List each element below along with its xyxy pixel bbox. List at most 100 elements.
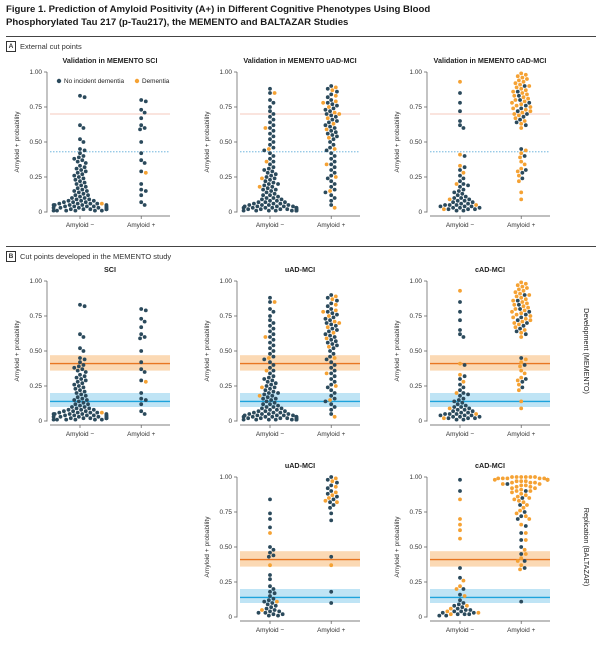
no-dementia-point: [81, 385, 86, 390]
no-dementia-point: [324, 112, 329, 116]
dementia-point: [514, 484, 519, 489]
no-dementia-point: [333, 339, 338, 344]
dementia-point: [514, 294, 519, 299]
no-dementia-point: [332, 170, 337, 175]
no-dementia-point: [466, 392, 470, 397]
x-tick-label: Amyloid −: [446, 222, 475, 229]
dementia-point: [517, 78, 521, 83]
dementia-point: [518, 508, 522, 513]
dementia-point: [260, 608, 264, 612]
no-dementia-point: [80, 187, 85, 192]
no-dementia-point: [325, 309, 330, 314]
no-dementia-point: [263, 179, 268, 184]
no-dementia-point: [88, 201, 93, 206]
no-dementia-point: [51, 414, 56, 419]
no-dementia-point: [458, 332, 462, 337]
dementia-point: [458, 288, 462, 293]
no-dementia-point: [264, 399, 269, 404]
no-dementia-point: [58, 414, 63, 419]
no-dementia-point: [268, 323, 272, 328]
no-dementia-point: [143, 308, 148, 313]
no-dementia-point: [519, 531, 524, 535]
dementia-point: [512, 302, 517, 307]
no-dementia-point: [332, 126, 337, 130]
no-dementia-point: [268, 162, 272, 167]
no-dementia-point: [271, 405, 276, 409]
no-dementia-point: [271, 309, 276, 314]
dementia-point: [523, 297, 528, 302]
dementia-point: [514, 85, 519, 90]
no-dementia-point: [458, 377, 462, 381]
no-dementia-point: [517, 93, 521, 98]
no-dementia-point: [331, 315, 336, 320]
no-dementia-point: [268, 329, 272, 334]
no-dementia-point: [264, 384, 269, 388]
dementia-point: [331, 330, 336, 335]
no-dementia-point: [461, 182, 466, 186]
no-dementia-point: [268, 156, 272, 161]
no-dementia-point: [331, 497, 336, 502]
no-dementia-point: [80, 367, 85, 372]
dementia-point: [461, 578, 466, 583]
no-dementia-point: [81, 154, 86, 158]
dementia-point: [333, 490, 338, 495]
no-dementia-point: [260, 203, 264, 207]
no-dementia-point: [263, 409, 268, 414]
no-dementia-point: [328, 145, 332, 150]
no-dementia-point: [324, 357, 329, 362]
dementia-point: [515, 74, 520, 79]
no-dementia-point: [335, 343, 339, 348]
no-dementia-point: [458, 489, 462, 493]
no-dementia-point: [82, 304, 87, 309]
panel-title: uAD-MCI: [285, 265, 315, 274]
no-dementia-point: [268, 198, 272, 203]
dementia-point: [264, 368, 269, 373]
no-dementia-point: [76, 364, 81, 369]
no-dementia-point: [273, 417, 278, 422]
no-dementia-point: [83, 184, 88, 189]
no-dementia-point: [460, 605, 465, 610]
no-dementia-point: [95, 201, 100, 206]
no-dementia-point: [99, 208, 104, 213]
no-dementia-point: [328, 505, 332, 510]
no-dementia-point: [271, 349, 276, 353]
no-dementia-point: [330, 117, 335, 122]
dementia-point: [528, 484, 533, 489]
no-dementia-point: [520, 379, 525, 384]
dementia-point: [474, 412, 478, 416]
no-dementia-point: [519, 315, 524, 320]
no-dementia-point: [330, 342, 335, 346]
no-dementia-point: [82, 148, 87, 153]
y-tick-label: 1.00: [410, 278, 423, 285]
no-dementia-point: [460, 400, 465, 405]
no-dementia-point: [268, 517, 272, 521]
dementia-point: [528, 105, 533, 109]
no-dementia-point: [260, 406, 264, 411]
no-dementia-point: [271, 159, 276, 164]
y-tick-label: 0.50: [410, 544, 423, 551]
no-dementia-point: [264, 196, 269, 200]
no-dementia-point: [323, 107, 328, 112]
no-dementia-point: [331, 346, 336, 351]
dementia-point: [521, 304, 526, 309]
no-dementia-point: [331, 106, 336, 111]
no-dementia-point: [515, 89, 520, 94]
no-dementia-point: [462, 413, 467, 418]
dementia-point: [272, 300, 277, 304]
no-dementia-point: [246, 416, 251, 421]
no-dementia-point: [463, 608, 468, 612]
no-dementia-point: [271, 145, 276, 150]
dementia-point: [519, 556, 524, 561]
no-dementia-point: [268, 120, 272, 125]
no-dementia-point: [67, 203, 72, 207]
no-dementia-point: [142, 370, 147, 374]
no-dementia-point: [446, 207, 451, 212]
no-dementia-point: [271, 165, 276, 170]
no-dementia-point: [328, 349, 332, 353]
panel-title: SCI: [104, 265, 116, 274]
dementia-point: [275, 599, 279, 604]
no-dementia-point: [470, 409, 475, 414]
dementia-point: [515, 283, 520, 288]
no-dementia-point: [271, 123, 276, 128]
no-dementia-point: [332, 154, 337, 158]
